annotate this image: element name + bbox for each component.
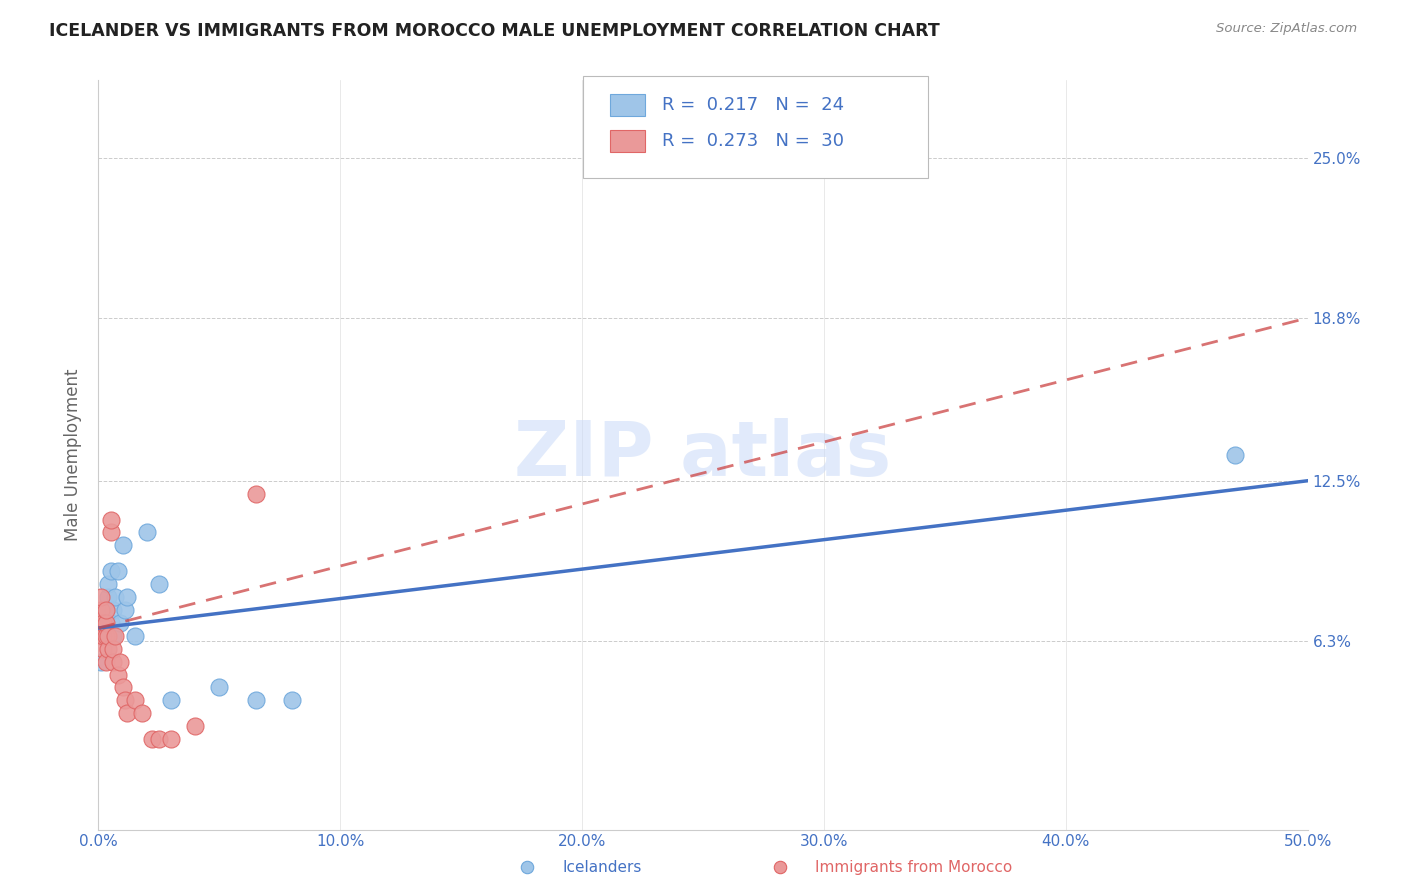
Point (111, 681, 134, 695)
Text: Source: ZipAtlas.com: Source: ZipAtlas.com (1216, 22, 1357, 36)
Point (94, 603, 117, 617)
Point (90, 615, 112, 630)
Point (124, 693, 146, 707)
Point (100, 525, 122, 540)
Point (101, 655, 124, 669)
Point (101, 641, 124, 656)
Point (245, 693, 267, 707)
Point (107, 564, 129, 578)
Point (104, 629, 127, 643)
Point (107, 667, 129, 681)
Point (101, 603, 124, 617)
Point (148, 732, 170, 747)
Point (124, 629, 146, 643)
Point (100, 564, 122, 578)
Point (245, 486, 267, 500)
Point (104, 590, 127, 604)
Point (148, 577, 170, 591)
Point (111, 538, 134, 552)
Text: ICELANDER VS IMMIGRANTS FROM MOROCCO MALE UNEMPLOYMENT CORRELATION CHART: ICELANDER VS IMMIGRANTS FROM MOROCCO MAL… (49, 22, 941, 40)
Point (91, 641, 114, 656)
Point (516, 860, 538, 874)
Point (90, 603, 112, 617)
Point (160, 693, 183, 707)
Point (184, 719, 207, 733)
Point (97, 629, 120, 643)
Point (91, 629, 114, 643)
Point (94, 655, 117, 669)
Point (208, 681, 231, 695)
Text: Icelanders: Icelanders (562, 860, 641, 874)
Point (91, 629, 114, 643)
Point (94, 615, 117, 630)
Point (100, 512, 122, 526)
Point (135, 525, 157, 540)
Point (90, 590, 112, 604)
Point (114, 603, 136, 617)
Point (97, 590, 120, 604)
Text: R =  0.217   N =  24: R = 0.217 N = 24 (662, 96, 845, 114)
Point (94, 603, 117, 617)
Point (91, 615, 114, 630)
Point (94, 629, 117, 643)
Point (108, 615, 131, 630)
Point (90, 655, 112, 669)
Point (131, 706, 153, 721)
Point (97, 641, 120, 656)
Point (117, 706, 139, 721)
Point (90, 629, 112, 643)
Point (281, 693, 304, 707)
Point (101, 629, 124, 643)
Point (769, 860, 792, 874)
Point (97, 577, 120, 591)
Text: R =  0.273   N =  30: R = 0.273 N = 30 (662, 132, 844, 150)
Y-axis label: Male Unemployment: Male Unemployment (65, 368, 83, 541)
Point (1223, 448, 1246, 462)
Point (141, 732, 163, 747)
Point (117, 590, 139, 604)
Point (100, 615, 122, 630)
Point (94, 615, 117, 630)
Point (160, 732, 183, 747)
Text: Immigrants from Morocco: Immigrants from Morocco (815, 860, 1012, 874)
Point (114, 693, 136, 707)
Text: ZIP atlas: ZIP atlas (515, 418, 891, 491)
Point (108, 655, 131, 669)
